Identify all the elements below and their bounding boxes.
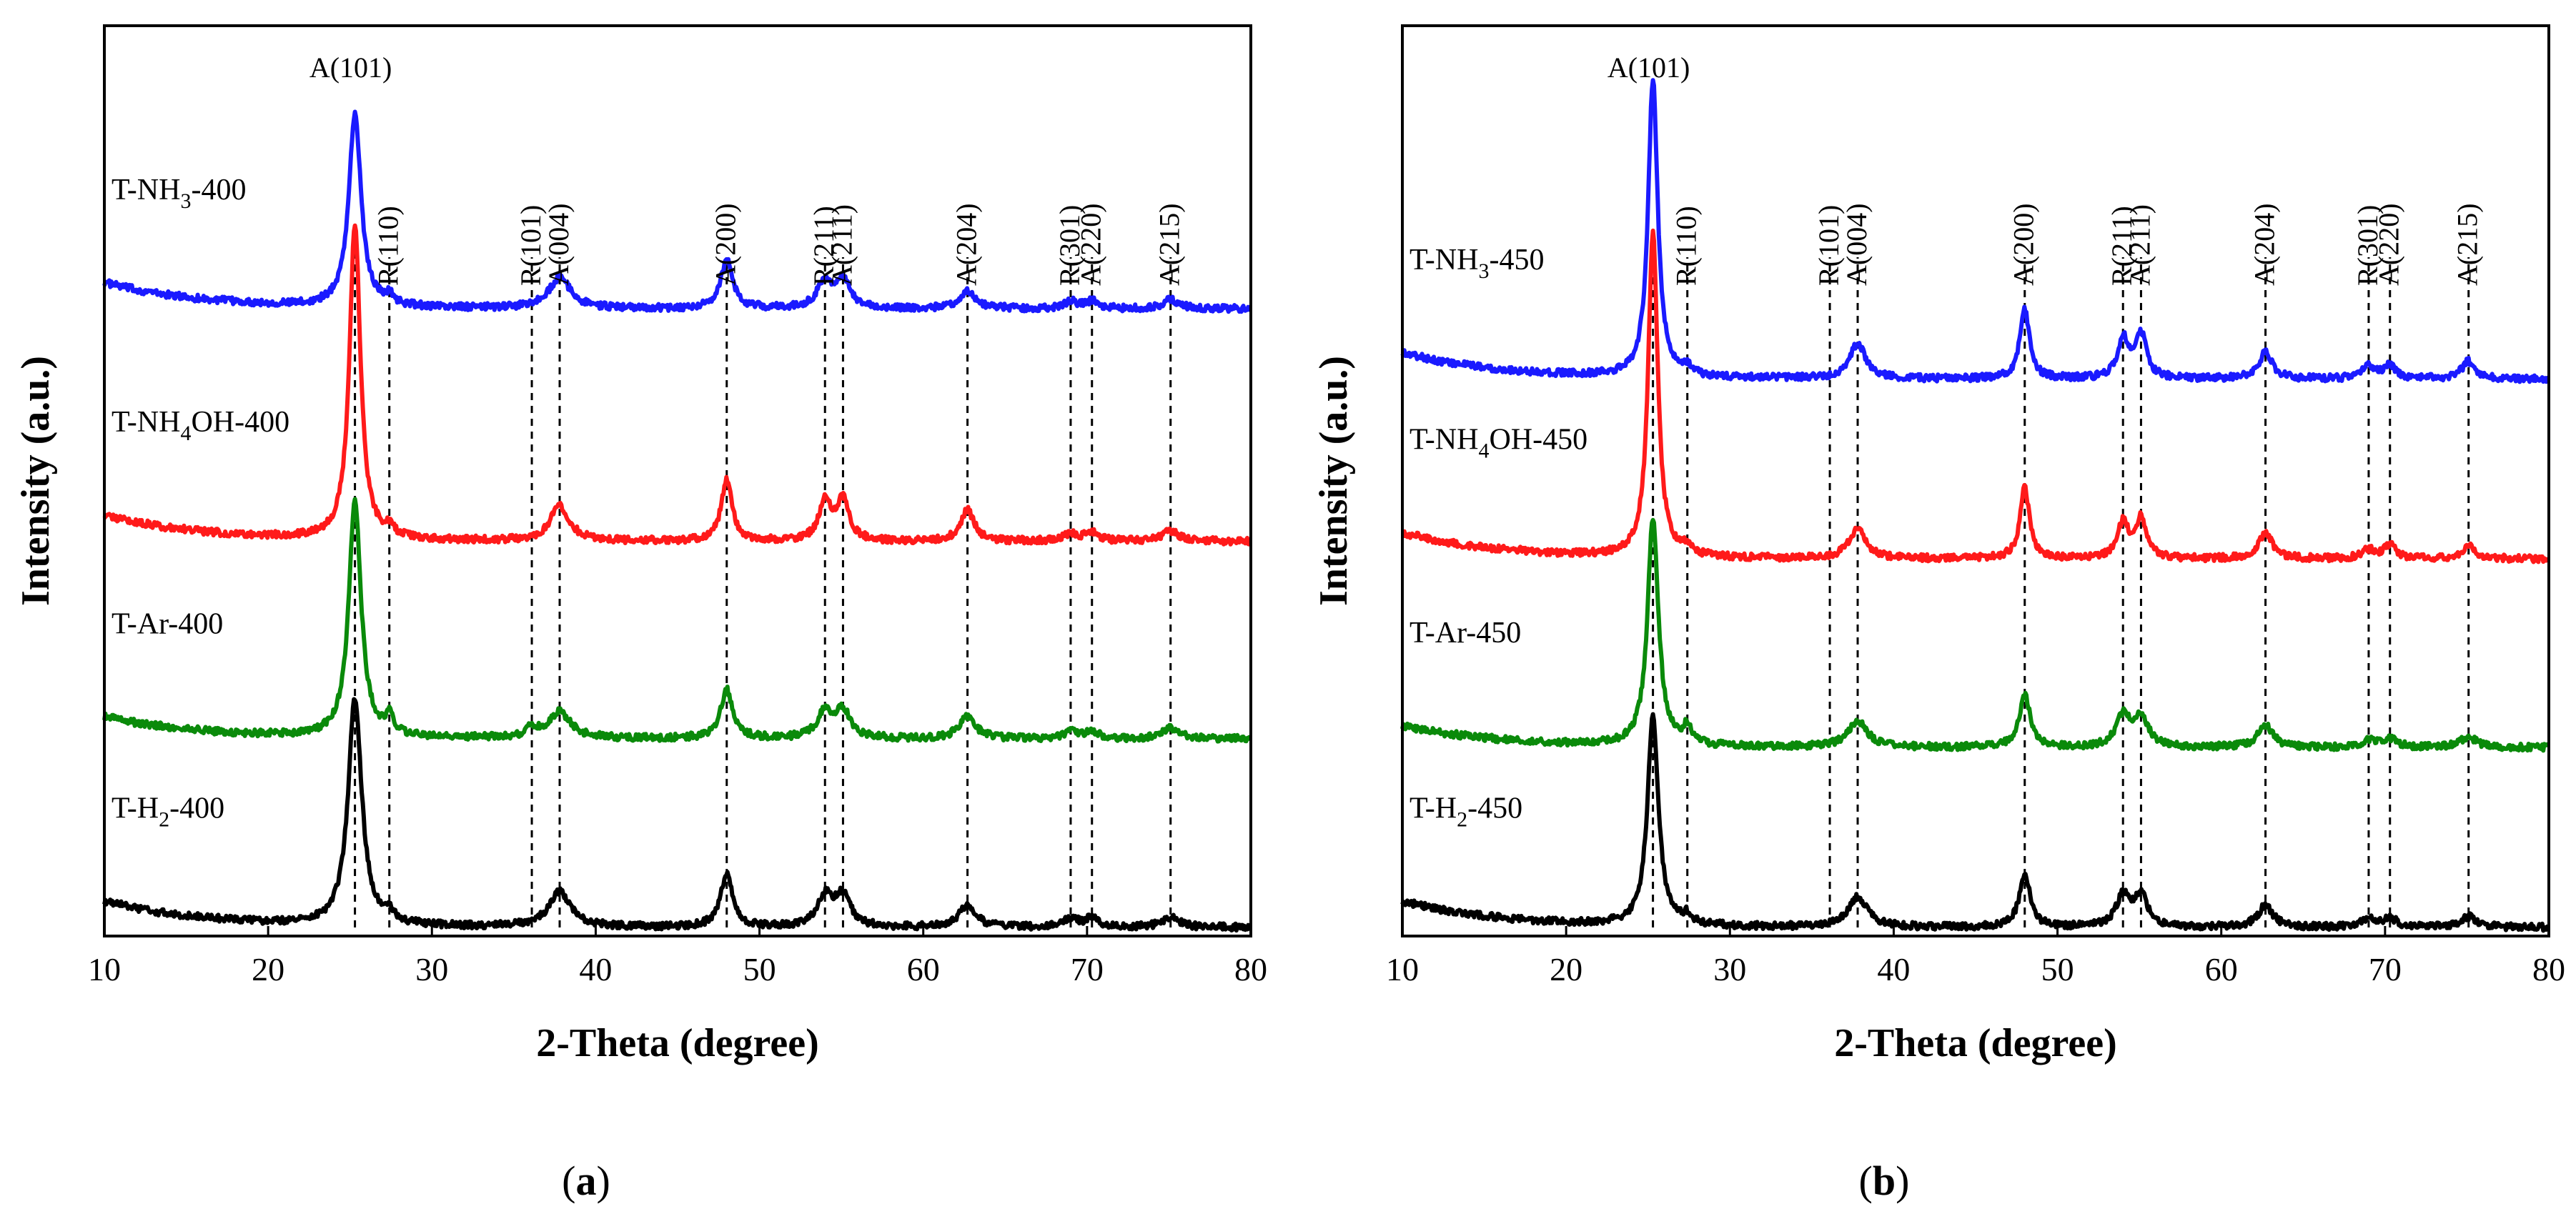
- peak-label: A(220): [2373, 203, 2405, 286]
- peak-label: A(204): [951, 203, 983, 286]
- x-tick-label: 50: [2041, 951, 2074, 987]
- peak-label: A(215): [1154, 203, 1186, 286]
- x-tick-label: 60: [907, 951, 940, 987]
- series-label: T-NH4OH-400: [112, 406, 289, 445]
- peak-label: R(301): [1054, 205, 1086, 286]
- series-line-T-NH4OH-400: [102, 223, 1253, 547]
- peak-label: A(204): [2249, 203, 2281, 286]
- peak-label: A(211): [2124, 204, 2156, 286]
- panel-b: T-NH3-450 T-NH4OH-450 T-Ar-450 T-H2-450 A(10…: [1312, 24, 2565, 1204]
- panel-label: (b): [1859, 1158, 1910, 1204]
- x-tick-label: 30: [1713, 951, 1746, 987]
- peak-label: R(301): [2352, 205, 2384, 286]
- x-tick-label: 20: [252, 951, 284, 987]
- series-line-T-NH3-450: [1400, 78, 2550, 384]
- x-tick-label: 30: [415, 951, 448, 987]
- peak-label: R(101): [515, 205, 547, 286]
- peak-label: A(004): [1841, 203, 1873, 286]
- x-axis-title: 2-Theta (degree): [1834, 1021, 2117, 1065]
- series-line-T-NH4OH-450: [1401, 228, 2550, 564]
- peak-label: R(110): [1670, 206, 1703, 286]
- panel-a: T-NH3-400 T-NH4OH-400 T-Ar-400 T-H2-400 A(10…: [14, 24, 1267, 1204]
- peak-label: R(211): [2106, 206, 2138, 286]
- x-tick-label: 10: [88, 951, 121, 987]
- x-tick-label: 40: [1877, 951, 1910, 987]
- x-tick-label: 20: [1550, 951, 1582, 987]
- x-tick-label: 40: [579, 951, 612, 987]
- series-label: T-H2-450: [1410, 792, 1522, 832]
- peak-label: A(200): [710, 203, 742, 286]
- series-line-T-H2-400: [102, 697, 1252, 933]
- peak-label: A(220): [1075, 203, 1107, 286]
- panel-label: (a): [562, 1158, 610, 1204]
- plot-frame: [103, 24, 1252, 937]
- peak-label: A(200): [2008, 203, 2040, 286]
- y-axis-title: Intensity (a.u.): [14, 356, 58, 606]
- x-axis-title: 2-Theta (degree): [536, 1021, 819, 1065]
- y-axis-title: Intensity (a.u.): [1312, 356, 1356, 606]
- peak-label: A(004): [543, 203, 575, 286]
- peak-label: A(211): [826, 204, 858, 286]
- x-tick-label: 80: [2532, 951, 2565, 987]
- x-tick-label: 70: [2369, 951, 2402, 987]
- series-line-T-Ar-450: [1400, 517, 2550, 753]
- plot-frame: [1401, 24, 2550, 937]
- peak-label: A(101): [309, 51, 392, 84]
- series-label: T-NH3-400: [112, 174, 246, 213]
- x-tick-label: 60: [2205, 951, 2238, 987]
- x-tick-label: 80: [1234, 951, 1267, 987]
- series-line-T-H2-450: [1400, 712, 2550, 933]
- series-label: T-NH4OH-450: [1410, 424, 1587, 463]
- x-tick-label: 70: [1071, 951, 1104, 987]
- x-tick-label: 10: [1386, 951, 1419, 987]
- x-tick-label: 50: [743, 951, 776, 987]
- series-label: T-Ar-400: [112, 608, 223, 641]
- peak-label: R(101): [1813, 205, 1845, 286]
- series-label: T-H2-400: [112, 792, 224, 832]
- peak-label: R(211): [808, 206, 840, 286]
- peak-label: R(110): [372, 206, 405, 286]
- series-line-T-NH3-400: [102, 109, 1252, 314]
- series-label: T-NH3-450: [1410, 244, 1544, 283]
- series-label: T-Ar-450: [1410, 617, 1521, 650]
- peak-label: A(215): [2452, 203, 2484, 286]
- series-line-T-Ar-400: [102, 497, 1252, 744]
- peak-label: A(101): [1607, 51, 1690, 84]
